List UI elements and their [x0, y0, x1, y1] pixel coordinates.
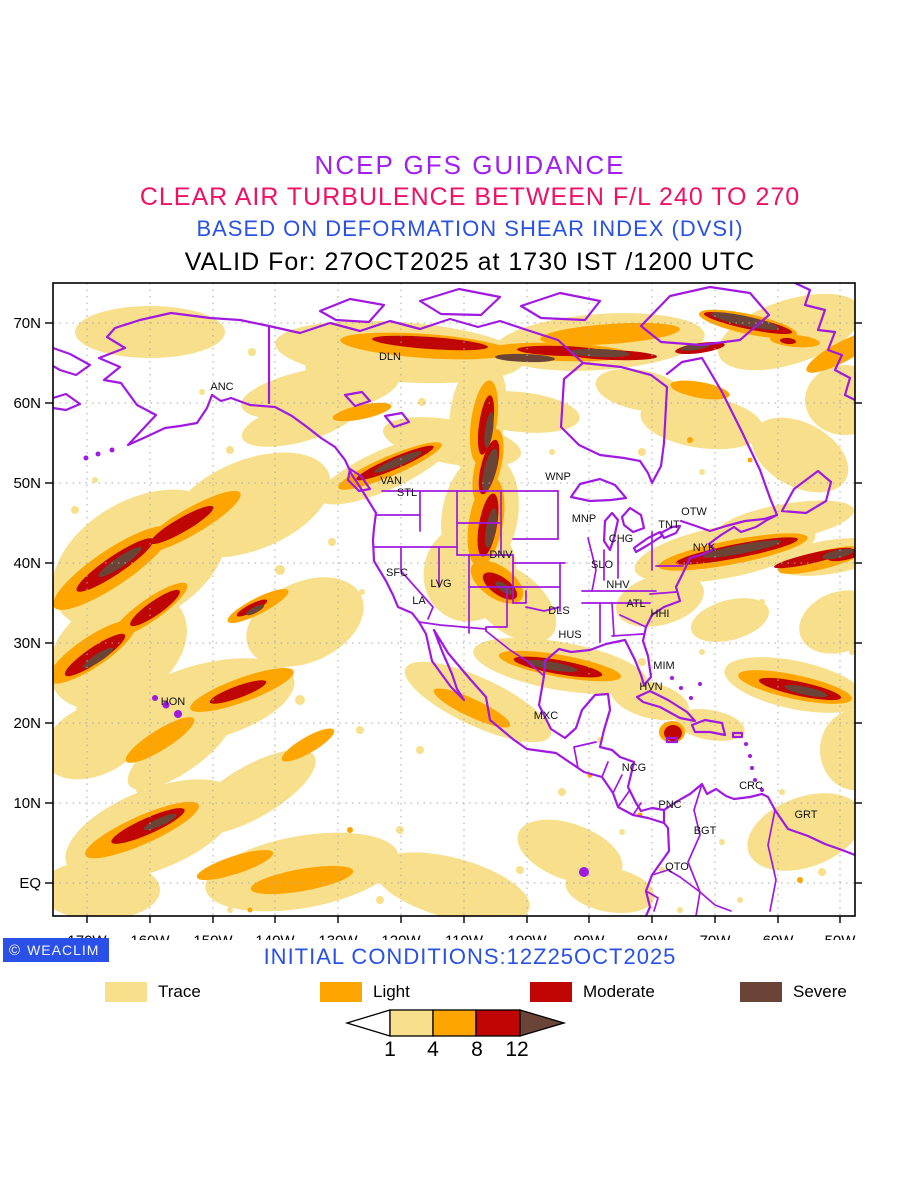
legend-label-light: Light: [373, 982, 410, 1001]
copyright-icon: ©: [9, 941, 22, 959]
station-label-TNT: TNT: [658, 519, 680, 531]
colorbar-seg-trace: [389, 1009, 434, 1037]
station-label-MNP: MNP: [572, 513, 596, 525]
station-label-LVG: LVG: [430, 578, 451, 590]
legend-label-trace: Trace: [158, 982, 201, 1001]
station-label-WNP: WNP: [545, 471, 571, 483]
title-line4: VALID For: 27OCT2025 at 1730 IST /1200 U…: [184, 248, 756, 276]
title-line3: BASED ON DEFORMATION SHEAR INDEX (DVSI): [196, 216, 744, 241]
lon-tick-label: 70W: [700, 932, 732, 940]
lon-tick-label: 170W: [67, 932, 107, 940]
weaclim-logo: © WEACLIM: [3, 938, 110, 962]
colorbar-label-8: 8: [471, 1038, 483, 1061]
map-frame: [52, 282, 856, 917]
lon-tick-label: 160W: [130, 932, 170, 940]
colorbar-label-12: 12: [505, 1038, 529, 1061]
legend-item-trace: Trace: [105, 982, 201, 1002]
station-label-MIM: MIM: [653, 660, 674, 672]
legend-swatch-trace: [105, 982, 147, 1002]
colorbar-label-1: 1: [384, 1038, 396, 1061]
lon-tick-label: 150W: [193, 932, 233, 940]
initial-conditions: INITIAL CONDITIONS:12Z25OCT2025: [263, 944, 677, 969]
axis-labels: 170W 160W 150W 140W 130W 120W 110W 100W 90W 80W 70…: [13, 315, 856, 940]
station-label-CHG: CHG: [609, 533, 633, 545]
legend-swatch-moderate: [530, 982, 572, 1002]
colorbar-label-4: 4: [427, 1038, 439, 1061]
station-label-PNC: PNC: [658, 799, 681, 811]
lon-tick-label: 60W: [763, 932, 795, 940]
lat-tick-label: 50N: [13, 475, 41, 492]
colorbar-right-tip: [519, 1009, 567, 1037]
station-label-QTO: QTO: [665, 861, 689, 873]
lon-tick-label: 100W: [507, 932, 547, 940]
station-label-NHV: NHV: [606, 579, 630, 591]
legend-label-moderate: Moderate: [583, 982, 655, 1001]
colorbar-labels: 1 4 8 12: [335, 1038, 575, 1064]
station-label-ATL: ATL: [626, 598, 645, 610]
station-label-ANC: ANC: [210, 381, 233, 393]
lat-tick-label: 40N: [13, 555, 41, 572]
legend-swatch-light: [320, 982, 362, 1002]
station-label-NYK: NYK: [693, 542, 716, 554]
station-label-BGT: BGT: [694, 825, 717, 837]
station-label-DLS: DLS: [548, 605, 569, 617]
station-label-OTW: OTW: [681, 506, 707, 518]
colorbar-seg-moderate: [475, 1009, 521, 1037]
station-label-SLO: SLO: [591, 559, 613, 571]
island-dots: [83, 447, 764, 877]
station-label-HUS: HUS: [558, 629, 581, 641]
station-label-VAN: VAN: [380, 475, 402, 487]
station-label-SFC: SFC: [386, 567, 408, 579]
logo-text: WEACLIM: [27, 942, 100, 958]
legend-swatch-severe: [740, 982, 782, 1002]
station-label-HHI: HHI: [651, 608, 670, 620]
axis-ticks: [45, 322, 862, 923]
severe-shading: [82, 312, 854, 831]
lat-tick-label: 30N: [13, 635, 41, 652]
lat-tick-label: 20N: [13, 715, 41, 732]
lon-tick-label: 120W: [381, 932, 421, 940]
station-label-NCG: NCG: [622, 762, 646, 774]
lat-tick-label: EQ: [19, 875, 41, 892]
political-borders: [372, 490, 777, 916]
station-label-STL: STL: [397, 487, 417, 499]
lon-tick-label: 110W: [445, 932, 484, 940]
station-label-DLN: DLN: [379, 351, 401, 363]
lon-tick-label: 90W: [574, 932, 606, 940]
lat-tick-label: 10N: [13, 795, 41, 812]
legend-item-light: Light: [320, 982, 410, 1002]
title-line2: CLEAR AIR TURBULENCE BETWEEN F/L 240 TO …: [139, 183, 801, 211]
lon-tick-label: 140W: [255, 932, 295, 940]
lat-tick-label: 70N: [13, 315, 41, 332]
station-label-DNV: DNV: [489, 549, 513, 561]
title-line1: NCEP GFS GUIDANCE: [314, 150, 626, 180]
station-label-LA: LA: [412, 595, 426, 607]
station-label-GRT: GRT: [794, 809, 817, 821]
station-label-CRC: CRC: [739, 780, 763, 792]
colorbar-seg-light: [432, 1009, 477, 1037]
graticule: [53, 283, 855, 916]
legend-item-moderate: Moderate: [530, 982, 655, 1002]
lon-tick-label: 80W: [637, 932, 669, 940]
colorbar: [344, 1009, 567, 1037]
legend-item-severe: Severe: [740, 982, 847, 1002]
station-label-MXC: MXC: [534, 710, 559, 722]
lon-tick-label: 130W: [318, 932, 358, 940]
coastlines: [53, 283, 855, 916]
legend-label-severe: Severe: [793, 982, 847, 1001]
colorbar-left-tip: [344, 1009, 391, 1037]
station-label-HVN: HVN: [639, 681, 662, 693]
lon-tick-label: 50W: [825, 932, 857, 940]
station-label-HON: HON: [161, 696, 186, 708]
lat-tick-label: 60N: [13, 395, 41, 412]
